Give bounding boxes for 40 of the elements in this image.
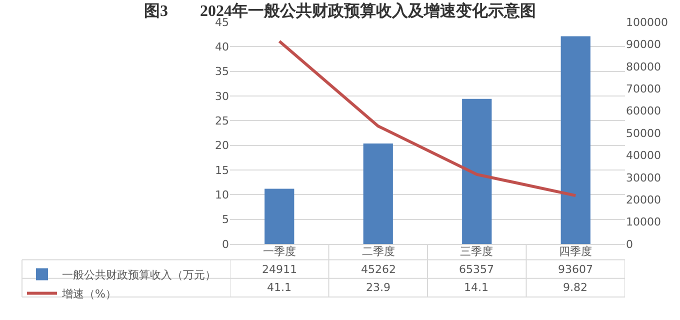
y-tick-label: 10 bbox=[215, 188, 229, 202]
x-tick-label: 四季度 bbox=[559, 245, 592, 258]
legend-label: 增速（%） bbox=[61, 288, 116, 301]
y-tick-label: 15 bbox=[215, 164, 229, 177]
legend-label: 一般公共财政预算收入（万元） bbox=[62, 268, 216, 282]
x-tick-label: 二季度 bbox=[362, 245, 395, 258]
y-tick-label: 30 bbox=[215, 90, 229, 103]
y2-tick-label: 90000 bbox=[626, 38, 661, 52]
y2-tick-label: 70000 bbox=[626, 82, 661, 96]
data-label: 24911 bbox=[262, 263, 297, 276]
y-tick-label: 5 bbox=[222, 213, 229, 226]
data-label: 9.82 bbox=[563, 281, 588, 294]
data-label: 23.9 bbox=[366, 281, 390, 294]
bar bbox=[264, 188, 294, 244]
data-label: 14.1 bbox=[464, 281, 488, 294]
y2-tick-label: 30000 bbox=[626, 171, 661, 184]
y2-tick-label: 100000 bbox=[626, 16, 668, 29]
y2-tick-label: 80000 bbox=[626, 60, 661, 74]
y2-tick-label: 50000 bbox=[626, 126, 661, 140]
data-label: 65357 bbox=[459, 263, 494, 276]
y-tick-label: 25 bbox=[215, 114, 229, 128]
y2-tick-label: 20000 bbox=[626, 193, 661, 206]
y2-tick-label: 60000 bbox=[626, 104, 661, 118]
x-tick-label: 一季度 bbox=[263, 245, 296, 258]
y-tick-label: 0 bbox=[222, 238, 229, 251]
y-tick-label: 45 bbox=[215, 16, 229, 29]
data-label: 41.1 bbox=[267, 281, 292, 294]
y-tick-label: 20 bbox=[215, 139, 229, 152]
x-tick-label: 三季度 bbox=[460, 245, 493, 258]
bar bbox=[462, 98, 492, 244]
data-label: 93607 bbox=[558, 263, 593, 276]
bar bbox=[560, 36, 590, 244]
y-tick-label: 40 bbox=[215, 40, 229, 54]
bar bbox=[363, 144, 393, 244]
y-tick-label: 35 bbox=[215, 65, 229, 78]
y2-tick-label: 40000 bbox=[626, 149, 661, 162]
data-label: 45262 bbox=[361, 263, 396, 276]
y2-tick-label: 10000 bbox=[626, 216, 661, 229]
line-series bbox=[278, 40, 578, 198]
y2-tick-label: 0 bbox=[626, 238, 633, 251]
